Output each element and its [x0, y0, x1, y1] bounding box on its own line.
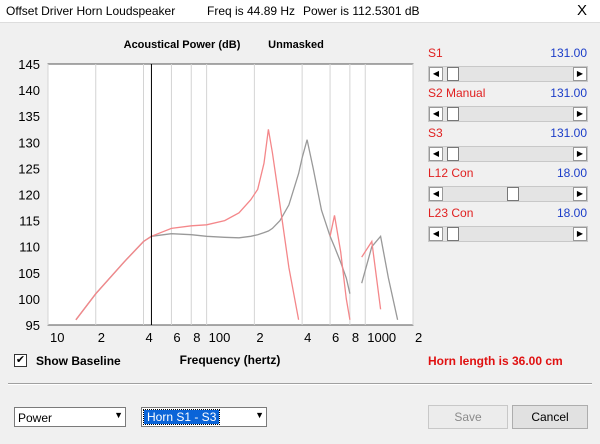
y-tick-label: 95: [26, 318, 40, 333]
x-tick-label: 4: [146, 330, 153, 345]
y-tick-label: 115: [19, 214, 40, 229]
slider-track[interactable]: ◀ ▶: [428, 106, 588, 122]
chart: Acoustical Power (dB) Unmasked Frequency…: [18, 39, 422, 367]
slider-value: 18.00: [556, 166, 587, 180]
x-tick-label: 2: [256, 330, 263, 345]
separator: [8, 383, 592, 385]
power-readout: Power is 112.5301 dB: [303, 4, 420, 18]
x-axis-label: Frequency (hertz): [180, 353, 281, 367]
dropdown-arrow: ▼: [114, 410, 123, 420]
slider-thumb[interactable]: [447, 107, 459, 121]
dropdown-text: Horn S1 - S3: [142, 409, 221, 425]
x-tick-label: 8: [193, 330, 200, 345]
slider-label: L23 Con: [428, 206, 474, 220]
slider-thumb[interactable]: [447, 227, 459, 241]
slider-right-arrow[interactable]: ▶: [573, 147, 587, 161]
x-tick-label: 2: [415, 330, 422, 345]
slider-right-arrow[interactable]: ▶: [573, 67, 587, 81]
slider-left-arrow[interactable]: ◀: [429, 187, 443, 201]
x-tick-label: 6: [173, 330, 180, 345]
slider-label: S2 Manual: [428, 86, 486, 100]
y-tick-label: 125: [18, 161, 40, 176]
slider-right-arrow[interactable]: ▶: [573, 107, 587, 121]
slider-track[interactable]: ◀ ▶: [428, 66, 588, 82]
slider-right-arrow[interactable]: ▶: [573, 187, 587, 201]
x-tick-label: 4: [304, 330, 311, 345]
series-line: [75, 139, 399, 321]
dropdown-arrow: ▼: [255, 410, 264, 420]
dropdown-text: Power: [18, 411, 53, 425]
freq-readout: Freq is 44.89 Hz: [207, 4, 296, 18]
close-button[interactable]: X: [577, 2, 588, 19]
chart-title: Acoustical Power (dB): [124, 39, 241, 51]
slider-left-arrow[interactable]: ◀: [429, 227, 443, 241]
slider-label: S3: [428, 126, 443, 140]
title-bar: Offset Driver Horn Loudspeaker Freq is 4…: [0, 0, 600, 23]
cancel-button[interactable]: Cancel: [512, 405, 588, 429]
y-tick-label: 140: [18, 83, 40, 98]
slider-right-arrow[interactable]: ▶: [573, 227, 587, 241]
y-tick-label: 110: [19, 240, 40, 255]
save-button[interactable]: Save: [428, 405, 508, 429]
y-tick-label: 145: [18, 57, 40, 72]
slider-label: L12 Con: [428, 166, 474, 180]
slider-value: 18.00: [556, 206, 587, 220]
x-tick-label: 2: [98, 330, 105, 345]
slider-left-arrow[interactable]: ◀: [429, 107, 443, 121]
y-tick-label: 100: [18, 292, 40, 307]
y-tick-label: 105: [18, 266, 40, 281]
mask-label: Unmasked: [268, 39, 324, 51]
baseline-checkbox[interactable]: ✔: [14, 354, 27, 367]
x-tick-label: 100: [209, 330, 231, 345]
slider-label: S1: [428, 46, 443, 60]
slider-left-arrow[interactable]: ◀: [429, 147, 443, 161]
metric-dropdown[interactable]: Power ▼: [14, 407, 126, 427]
slider-value: 131.00: [550, 86, 587, 100]
y-tick-label: 135: [18, 109, 40, 124]
x-tick-label: 1000: [367, 330, 396, 345]
baseline-label: Show Baseline: [36, 354, 121, 368]
slider-value: 131.00: [550, 46, 587, 60]
slider-track[interactable]: ◀ ▶: [428, 186, 588, 202]
slider-thumb[interactable]: [447, 67, 459, 81]
window-title: Offset Driver Horn Loudspeaker: [6, 4, 176, 18]
slider-left-arrow[interactable]: ◀: [429, 67, 443, 81]
slider-thumb[interactable]: [507, 187, 519, 201]
y-tick-label: 130: [18, 135, 40, 150]
horn-length: Horn length is 36.00 cm: [428, 354, 563, 368]
y-tick-label: 120: [18, 188, 40, 203]
x-tick-label: 6: [332, 330, 339, 345]
x-tick-label: 10: [50, 330, 64, 345]
slider-value: 131.00: [550, 126, 587, 140]
slider-track[interactable]: ◀ ▶: [428, 226, 588, 242]
variable-dropdown[interactable]: Horn S1 - S3 ▼: [141, 407, 267, 427]
slider-track[interactable]: ◀ ▶: [428, 146, 588, 162]
x-tick-label: 8: [352, 330, 359, 345]
slider-thumb[interactable]: [447, 147, 459, 161]
